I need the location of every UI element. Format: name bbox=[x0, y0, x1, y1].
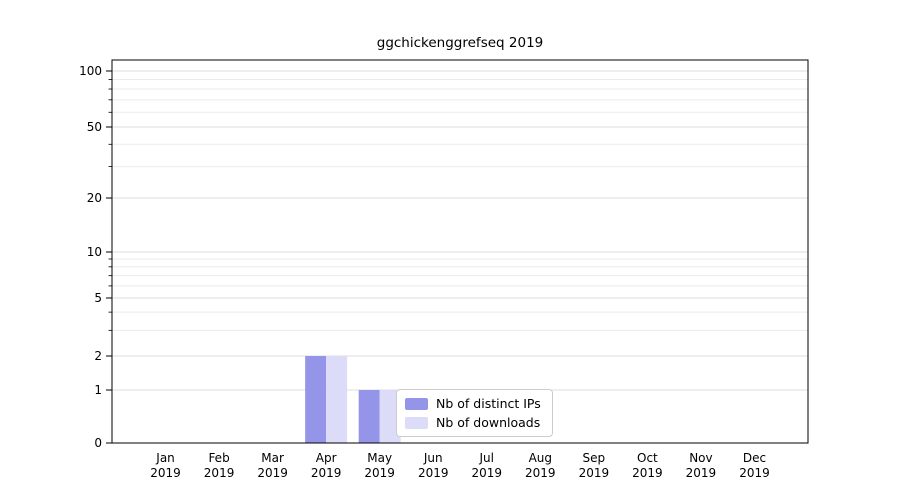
x-tick-label: Nov 2019 bbox=[686, 451, 717, 480]
x-tick-label: Sep 2019 bbox=[579, 451, 610, 480]
downloads-swatch-icon bbox=[405, 416, 428, 429]
distinct-ips-swatch-icon bbox=[405, 397, 428, 410]
y-tick-label: 20 bbox=[87, 191, 102, 205]
y-tick-label: 0 bbox=[94, 436, 102, 450]
x-tick-label: Jul 2019 bbox=[471, 451, 502, 480]
y-tick-label: 2 bbox=[94, 349, 102, 363]
legend-label-downloads: Nb of downloads bbox=[436, 415, 541, 430]
bar-distinct-ips bbox=[305, 356, 327, 443]
y-tick-label: 100 bbox=[79, 64, 102, 78]
y-tick-label: 10 bbox=[87, 245, 102, 259]
x-tick-label: Jan 2019 bbox=[150, 451, 181, 480]
x-tick-label: Apr 2019 bbox=[311, 451, 342, 480]
legend-item-downloads: Nb of downloads bbox=[405, 416, 541, 429]
chart-title: ggchickenggrefseq 2019 bbox=[377, 35, 544, 51]
x-tick-label: Aug 2019 bbox=[525, 451, 556, 480]
y-tick-label: 1 bbox=[94, 383, 102, 397]
x-tick-label: Dec 2019 bbox=[739, 451, 770, 480]
legend-label-distinct-ips: Nb of distinct IPs bbox=[436, 396, 541, 411]
legend-item-distinct-ips: Nb of distinct IPs bbox=[405, 397, 541, 410]
y-tick-label: 50 bbox=[87, 120, 102, 134]
x-tick-label: Mar 2019 bbox=[257, 451, 288, 480]
x-tick-label: Jun 2019 bbox=[418, 451, 449, 480]
x-tick-label: Oct 2019 bbox=[632, 451, 663, 480]
x-tick-label: May 2019 bbox=[364, 451, 395, 480]
y-tick-label: 5 bbox=[94, 291, 102, 305]
legend: Nb of distinct IPs Nb of downloads bbox=[396, 389, 553, 437]
bar-downloads bbox=[379, 390, 401, 443]
bar-downloads bbox=[326, 356, 348, 443]
x-tick-label: Feb 2019 bbox=[204, 451, 235, 480]
bar-distinct-ips bbox=[358, 390, 380, 443]
